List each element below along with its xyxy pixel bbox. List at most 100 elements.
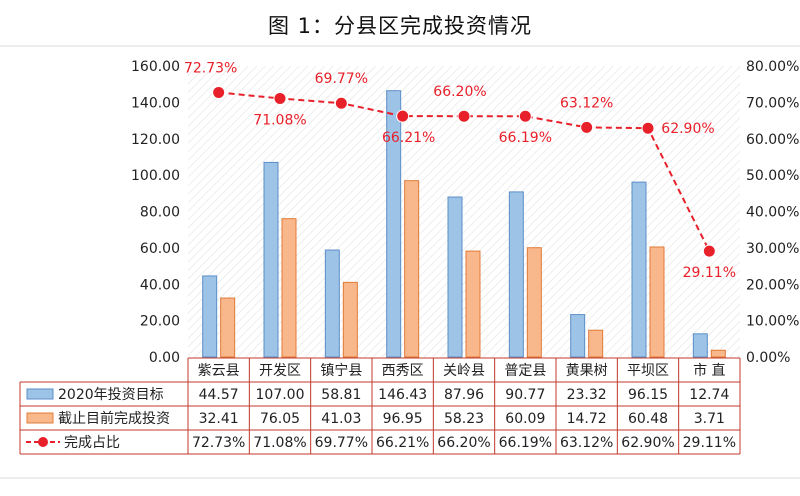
table-cell-value: 71.08% [253,435,306,451]
table-cell-value: 66.19% [499,435,552,451]
line-data-label: 62.90% [661,121,714,137]
table-cell-value: 60.09 [505,411,545,427]
line-data-label: 63.12% [560,95,613,111]
category-label: 平坝区 [627,363,669,379]
category-label: 紫云县 [198,363,240,379]
bar-completed [526,247,542,358]
bar-completed [342,281,358,358]
category-label: 开发区 [259,363,301,379]
line-data-label: 29.11% [683,265,736,281]
category-label: 市 直 [693,362,725,379]
line-ratio-point [212,85,226,99]
bar-completed [220,297,236,358]
table-cell-value: 90.77 [505,387,545,403]
bar-target [386,90,402,358]
category-label: 镇宁县 [320,362,362,379]
legend-key-bar [26,412,54,424]
table-cell-value: 58.81 [321,387,361,403]
table-cell-value: 66.20% [437,435,490,451]
bar-target [508,191,524,358]
table-cell-value: 23.32 [567,387,607,403]
line-ratio [218,91,711,252]
table-cell-value: 41.03 [321,411,361,427]
table-cell-value: 146.43 [378,387,427,403]
line-ratio-point [273,91,287,105]
y-right-tick-label: 80.00% [746,59,799,75]
category-label: 黄果树 [566,362,608,379]
bar-completed [588,329,604,358]
y-left-tick-label: 80.00 [140,205,180,221]
category-label: 关岭县 [443,363,485,379]
bar-completed [465,250,481,358]
bar-completed [281,218,297,358]
y-right-tick-label: 20.00% [746,277,799,293]
line-ratio-point [580,120,594,134]
y-left-tick-label: 60.00 [140,241,180,257]
table-cell-value: 107.00 [256,387,305,403]
line-ratio-point [396,109,410,123]
legend-key-bar [26,388,54,400]
y-right-tick-label: 30.00% [746,241,799,257]
line-data-label: 72.73% [184,60,237,76]
y-right-tick-label: 0.00% [746,350,790,366]
bar-completed [710,349,726,358]
y-right-tick-label: 60.00% [746,132,799,148]
legend-key-marker [38,437,48,447]
legend-label: 完成占比 [64,435,120,451]
y-left-tick-label: 20.00 [140,314,180,330]
chart-title: 图 1：分县区完成投资情况 [267,14,533,38]
table-cell-value: 62.90% [621,435,674,451]
line-data-label: 66.21% [382,130,435,146]
line-ratio-point [457,109,471,123]
table-cell-value: 87.96 [444,387,484,403]
y-left-tick-label: 0.00 [149,350,180,366]
table-cell-value: 58.23 [444,411,484,427]
line-data-label: 66.19% [499,130,552,146]
table-cell-value: 63.12% [560,435,613,451]
line-ratio-point [334,96,348,110]
bar-target [692,333,708,358]
bar-target [263,161,279,358]
table-cell-value: 60.48 [628,411,668,427]
table-cell-value: 32.41 [199,411,239,427]
table-cell-value: 72.73% [192,435,245,451]
bar-target [631,181,647,358]
y-left-tick-label: 140.00 [131,95,180,111]
table-cell-value: 69.77% [315,435,368,451]
bar-target [447,196,463,358]
line-ratio-point [702,244,716,258]
y-left-tick-label: 120.00 [131,132,180,148]
legend-label: 截止目前完成投资 [58,410,170,427]
y-left-tick-label: 40.00 [140,277,180,293]
bar-completed [649,246,665,358]
legend-label: 2020年投资目标 [58,387,164,403]
table-cell-value: 29.11% [683,435,736,451]
bar-target [324,249,340,358]
table-cell-value: 76.05 [260,411,300,427]
line-data-label: 69.77% [315,71,368,87]
y-right-tick-label: 40.00% [746,205,799,221]
y-right-tick-label: 50.00% [746,168,799,184]
y-left-tick-label: 100.00 [131,168,180,184]
line-data-label: 71.08% [253,112,306,128]
table-cell-value: 3.71 [694,411,725,427]
table-cell-value: 96.95 [383,411,423,427]
category-label: 西秀区 [382,363,424,379]
line-ratio-point [641,121,655,135]
category-label: 普定县 [504,363,546,379]
table-cell-value: 96.15 [628,387,668,403]
table-cell-value: 12.74 [689,387,729,403]
y-right-tick-label: 10.00% [746,314,799,330]
y-left-tick-label: 160.00 [131,59,180,75]
line-data-label: 66.20% [433,84,486,100]
bar-completed [404,180,420,358]
bar-target [570,314,586,358]
table-cell-value: 14.72 [567,411,607,427]
bar-target [202,275,218,358]
line-ratio-point [518,109,532,123]
y-right-tick-label: 70.00% [746,95,799,111]
table-cell-value: 66.21% [376,435,429,451]
table-cell-value: 44.57 [199,387,239,403]
